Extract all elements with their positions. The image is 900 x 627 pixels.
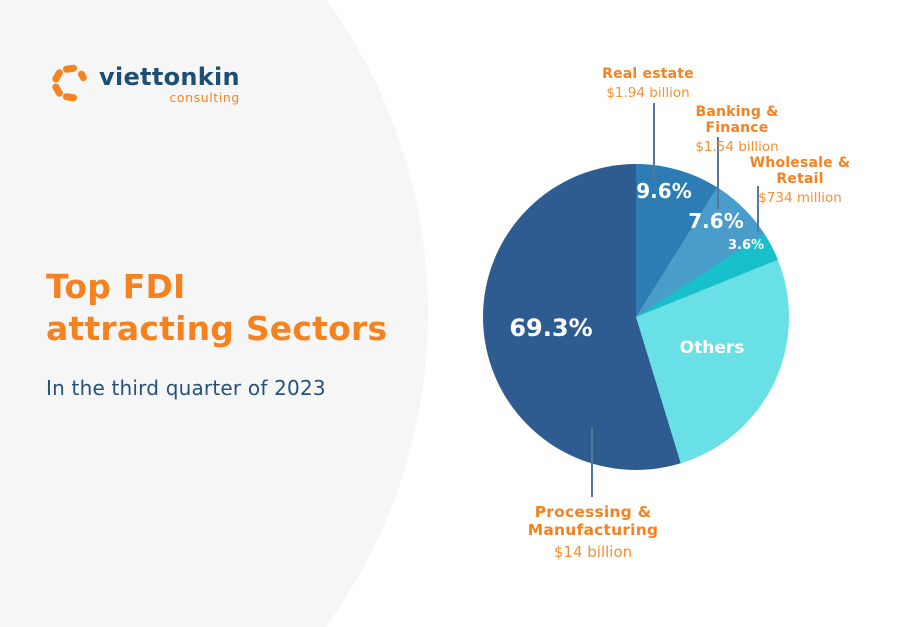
pie-label-others: Others — [679, 338, 745, 358]
leader-line-real-estate — [653, 103, 655, 181]
callout-wholesale-retail: Wholesale & Retail $734 million — [733, 155, 867, 206]
brand-tagline: consulting — [169, 90, 240, 106]
background-blob — [0, 0, 428, 627]
callout-real-estate-label: Real estate — [602, 66, 694, 82]
callout-processing-manufacturing-amount: $14 billion — [553, 543, 633, 561]
callout-wholesale-retail-label: Wholesale & Retail — [749, 155, 851, 187]
page-subtitle: In the third quarter of 2023 — [46, 376, 326, 401]
pie-chart — [483, 164, 789, 470]
callout-banking-finance-label: Banking & Finance — [695, 104, 779, 136]
title-line-2: attracting Sectors — [46, 309, 388, 349]
callout-processing-manufacturing-label: Processing & Manufacturing — [527, 503, 659, 539]
brand-logo: viettonkin consulting — [48, 60, 240, 110]
leader-line-wholesale-retail — [757, 186, 759, 232]
callout-processing-manufacturing: Processing & Manufacturing $14 billion — [478, 503, 708, 561]
pie-label-banking-finance: 7.6% — [688, 209, 744, 233]
callout-real-estate: Real estate $1.94 billion — [578, 66, 718, 101]
page-title: Top FDI attracting Sectors — [46, 266, 387, 350]
viettonkin-hexagon-icon — [48, 60, 92, 110]
callout-banking-finance-amount: $1.54 billion — [695, 139, 779, 155]
callout-banking-finance: Banking & Finance $1.54 billion — [666, 104, 808, 155]
brand-name: viettonkin — [99, 63, 240, 92]
headline-block: Top FDI attracting Sectors In the third … — [46, 266, 387, 400]
leader-line-banking-finance — [717, 137, 719, 209]
pie-label-wholesale-retail: 3.6% — [727, 238, 765, 253]
leader-line-processing-manufacturing — [591, 427, 593, 497]
callout-wholesale-retail-amount: $734 million — [758, 190, 842, 206]
callout-real-estate-amount: $1.94 billion — [606, 85, 690, 101]
pie-label-real-estate: 9.6% — [636, 179, 692, 203]
title-line-1: Top FDI — [46, 267, 186, 306]
pie-label-processing-manufacturing: 69.3% — [509, 314, 593, 342]
